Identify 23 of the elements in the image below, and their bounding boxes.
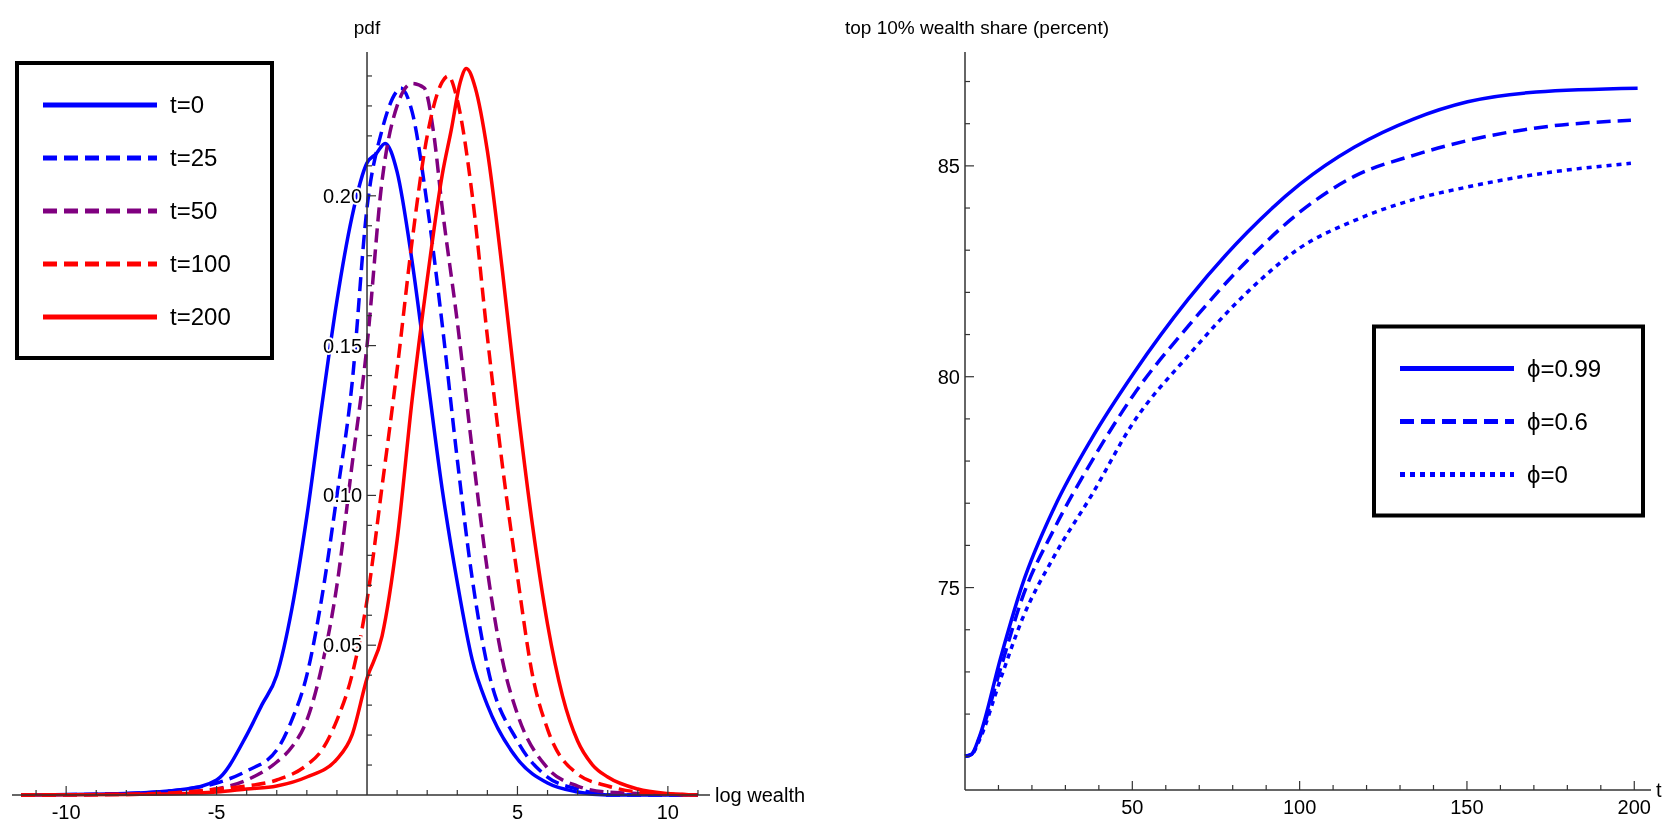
x-tick-label: 150	[1450, 796, 1484, 818]
y-tick-label: 75	[937, 576, 960, 599]
x-tick-label: 50	[1121, 796, 1144, 818]
y-tick-label: 85	[937, 154, 960, 177]
y-axis-title: top 10% wealth share (percent)	[845, 17, 1110, 38]
legend-label: t=25	[170, 144, 218, 172]
x-tick-label: 200	[1617, 796, 1651, 818]
legend-label: ϕ=0.6	[1527, 407, 1588, 435]
x-tick-label: 5	[511, 801, 524, 823]
legend-label: ϕ=0	[1527, 460, 1568, 488]
legend-label: t=100	[170, 250, 231, 278]
x-tick-label: 100	[1282, 796, 1317, 818]
x-axis-title: t	[1656, 779, 1662, 801]
x-tick-label: -10	[51, 801, 81, 823]
legend-label: t=200	[170, 303, 231, 331]
legend-label: ϕ=0.99	[1527, 354, 1602, 382]
y-axis-title: pdf	[353, 17, 381, 38]
legend-label: t=0	[170, 91, 205, 119]
x-tick-label: 10	[656, 801, 679, 823]
y-tick-label: 80	[937, 365, 960, 388]
x-axis-title: log wealth	[715, 784, 806, 806]
legend-label: t=50	[170, 197, 218, 225]
x-tick-label: -5	[207, 801, 226, 823]
